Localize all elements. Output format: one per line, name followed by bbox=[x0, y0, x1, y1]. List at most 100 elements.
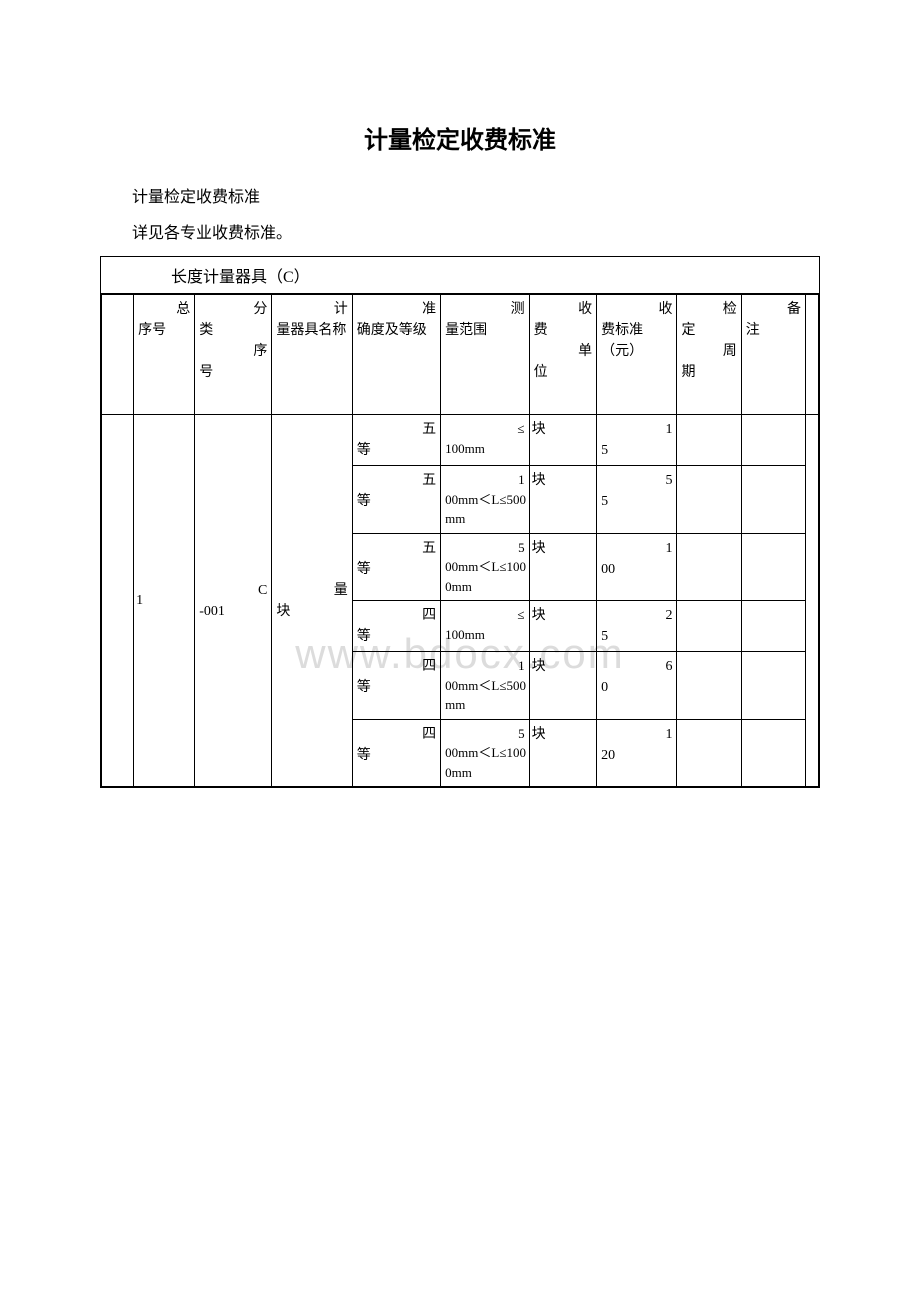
cell-fee: 1 00 bbox=[597, 533, 677, 601]
header-period-bot: 期 bbox=[679, 362, 738, 383]
header-seq-bot: 序号 bbox=[136, 320, 192, 341]
cell-range: ≤ 100mm bbox=[441, 415, 529, 466]
cell-name: 量 块 bbox=[272, 415, 352, 787]
cell-accuracy: 四 等 bbox=[352, 601, 440, 652]
cell-accuracy: 五 等 bbox=[352, 466, 440, 534]
header-seq: 总 序号 bbox=[134, 295, 195, 415]
header-period-top: 检 bbox=[679, 299, 738, 320]
section-header-cell: 长度计量器具（C） bbox=[101, 257, 820, 294]
cell-unit: 块 bbox=[529, 652, 597, 720]
cell-acc-top: 四 bbox=[355, 656, 438, 677]
header-note-top: 备 bbox=[744, 299, 803, 320]
spacer-left-body bbox=[102, 415, 134, 787]
header-range-bot: 量范围 bbox=[443, 320, 526, 341]
cell-class-code2: -001 bbox=[197, 601, 269, 622]
header-unit: 收 费 单 位 bbox=[529, 295, 597, 415]
cell-acc-top: 五 bbox=[355, 419, 438, 440]
header-period-mid: 定 bbox=[679, 320, 738, 341]
cell-range: 1 00mm＜L≤500mm bbox=[441, 652, 529, 720]
cell-range: 5 00mm＜L≤1000mm bbox=[441, 533, 529, 601]
inner-table-cell: 总 序号 分 类 序 号 计 量器具名称 bbox=[101, 294, 820, 788]
cell-range: 5 00mm＜L≤1000mm bbox=[441, 719, 529, 787]
cell-acc-top: 五 bbox=[355, 470, 438, 491]
cell-fee: 5 5 bbox=[597, 466, 677, 534]
spacer-left bbox=[102, 295, 134, 415]
cell-fee-bot: 00 bbox=[599, 559, 674, 580]
cell-name-bot: 块 bbox=[274, 601, 349, 622]
cell-unit: 块 bbox=[529, 466, 597, 534]
cell-range-bot: 00mm＜L≤500mm bbox=[443, 490, 526, 529]
subtitle-line-1: 计量检定收费标准 bbox=[100, 185, 820, 211]
cell-acc-top: 四 bbox=[355, 605, 438, 626]
spacer-right-body bbox=[806, 415, 819, 787]
cell-range-top: 5 bbox=[443, 538, 526, 558]
cell-accuracy: 五 等 bbox=[352, 415, 440, 466]
cell-range-bot: 00mm＜L≤1000mm bbox=[443, 557, 526, 596]
header-period-sub: 周 bbox=[679, 341, 738, 362]
cell-period bbox=[677, 719, 741, 787]
cell-range-bot: 100mm bbox=[443, 625, 526, 645]
cell-note bbox=[741, 719, 805, 787]
cell-acc-bot: 等 bbox=[355, 440, 438, 461]
table-row: 1 C -001 量 块 五 等 bbox=[102, 415, 819, 466]
header-fee-bot: 费标准（元） bbox=[599, 320, 674, 362]
cell-accuracy: 五 等 bbox=[352, 533, 440, 601]
header-class-mid: 类 bbox=[197, 320, 269, 341]
cell-fee-top: 1 bbox=[599, 419, 674, 440]
cell-period bbox=[677, 601, 741, 652]
header-fee-top: 收 bbox=[599, 299, 674, 320]
cell-range-top: ≤ bbox=[443, 605, 526, 625]
cell-acc-bot: 等 bbox=[355, 626, 438, 647]
cell-accuracy: 四 等 bbox=[352, 719, 440, 787]
header-name: 计 量器具名称 bbox=[272, 295, 352, 415]
subtitle-line-2: 详见各专业收费标准。 bbox=[100, 221, 820, 247]
cell-name-top: 量 bbox=[274, 580, 349, 601]
header-class-top: 分 bbox=[197, 299, 269, 320]
cell-acc-bot: 等 bbox=[355, 559, 438, 580]
cell-note bbox=[741, 415, 805, 466]
inner-table-row: 总 序号 分 类 序 号 计 量器具名称 bbox=[101, 294, 820, 788]
cell-fee-bot: 20 bbox=[599, 745, 674, 766]
header-note: 备 注 bbox=[741, 295, 805, 415]
cell-unit: 块 bbox=[529, 415, 597, 466]
cell-acc-bot: 等 bbox=[355, 677, 438, 698]
section-header-row: 长度计量器具（C） bbox=[101, 257, 820, 294]
header-unit-top: 收 bbox=[532, 299, 595, 320]
cell-range-top: 1 bbox=[443, 470, 526, 490]
cell-fee-top: 5 bbox=[599, 470, 674, 491]
outer-table: 长度计量器具（C） 总 序号 分 类 序 bbox=[100, 256, 820, 788]
page-title: 计量检定收费标准 bbox=[100, 120, 820, 155]
header-range-top: 测 bbox=[443, 299, 526, 320]
cell-acc-top: 五 bbox=[355, 538, 438, 559]
cell-fee: 1 20 bbox=[597, 719, 677, 787]
cell-range: ≤ 100mm bbox=[441, 601, 529, 652]
cell-range-top: 1 bbox=[443, 656, 526, 676]
header-accuracy: 准 确度及等级 bbox=[352, 295, 440, 415]
cell-period bbox=[677, 533, 741, 601]
header-unit-sub: 单 bbox=[532, 341, 595, 362]
cell-range-bot: 00mm＜L≤500mm bbox=[443, 676, 526, 715]
cell-unit: 块 bbox=[529, 533, 597, 601]
header-accuracy-top: 准 bbox=[355, 299, 438, 320]
header-fee: 收 费标准（元） bbox=[597, 295, 677, 415]
header-class-sub: 序 bbox=[197, 341, 269, 362]
cell-range-bot: 100mm bbox=[443, 439, 526, 459]
spacer-right bbox=[806, 295, 819, 415]
header-unit-bot: 位 bbox=[532, 362, 595, 383]
table-header-row: 总 序号 分 类 序 号 计 量器具名称 bbox=[102, 295, 819, 415]
header-name-bot: 量器具名称 bbox=[274, 320, 349, 341]
cell-fee-bot: 0 bbox=[599, 677, 674, 698]
header-unit-mid: 费 bbox=[532, 320, 595, 341]
cell-note bbox=[741, 533, 805, 601]
section-header-text: 长度计量器具（C） bbox=[111, 263, 809, 287]
header-note-bot: 注 bbox=[744, 320, 803, 341]
cell-period bbox=[677, 652, 741, 720]
cell-seq: 1 bbox=[134, 415, 195, 787]
cell-note bbox=[741, 652, 805, 720]
cell-fee: 1 5 bbox=[597, 415, 677, 466]
cell-fee: 6 0 bbox=[597, 652, 677, 720]
cell-fee-top: 2 bbox=[599, 605, 674, 626]
header-class: 分 类 序 号 bbox=[195, 295, 272, 415]
cell-fee-bot: 5 bbox=[599, 491, 674, 512]
cell-fee-top: 6 bbox=[599, 656, 674, 677]
